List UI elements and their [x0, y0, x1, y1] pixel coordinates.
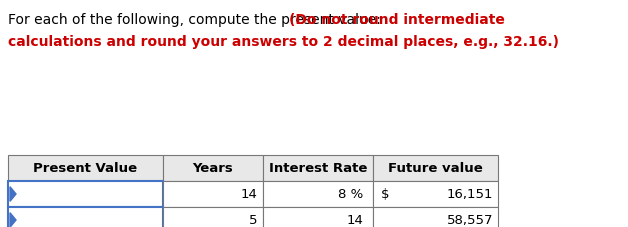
Text: 14: 14: [346, 214, 363, 227]
Text: 58,557: 58,557: [447, 214, 493, 227]
Text: 14: 14: [240, 188, 257, 201]
Text: 8 %: 8 %: [338, 188, 363, 201]
Text: $: $: [381, 188, 389, 201]
Text: For each of the following, compute the present value:: For each of the following, compute the p…: [8, 13, 385, 27]
Text: Future value: Future value: [388, 162, 483, 175]
Text: Present Value: Present Value: [33, 162, 138, 175]
Text: Interest Rate: Interest Rate: [269, 162, 367, 175]
Text: calculations and round your answers to 2 decimal places, e.g., 32.16.): calculations and round your answers to 2…: [8, 35, 559, 49]
Text: 5: 5: [249, 214, 257, 227]
Text: 16,151: 16,151: [447, 188, 493, 201]
Text: Years: Years: [193, 162, 234, 175]
Text: (Do not round intermediate: (Do not round intermediate: [289, 13, 505, 27]
